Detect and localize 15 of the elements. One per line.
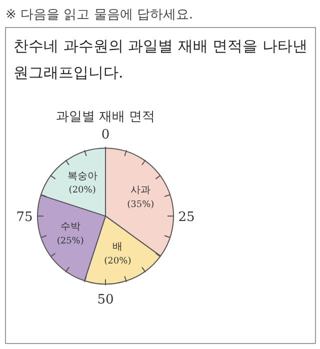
data-label: (35%) (127, 200, 154, 210)
data-label: (20%) (68, 186, 96, 196)
text: 25 (178, 210, 195, 226)
slice-label: 수박 (60, 222, 80, 233)
text: 75 (16, 210, 33, 226)
slice-label: 배 (112, 242, 123, 253)
legend-label: 복숭아 (67, 170, 98, 182)
chart-subtitle: 찬수네 과수원의 과일별 재배 면적을 나타낸 원그래프입니다. (14, 36, 308, 82)
chart-title: 과일별 재배 면적 (56, 110, 156, 125)
data-label: (25%) (56, 236, 84, 246)
text: 50 (97, 292, 114, 308)
slice-label: 사과 (130, 185, 151, 196)
text: 0 (101, 128, 110, 143)
text: ※ 다음을 읽고 물음에 답하세요. (6, 8, 194, 22)
data-label: (20%) (104, 256, 132, 266)
